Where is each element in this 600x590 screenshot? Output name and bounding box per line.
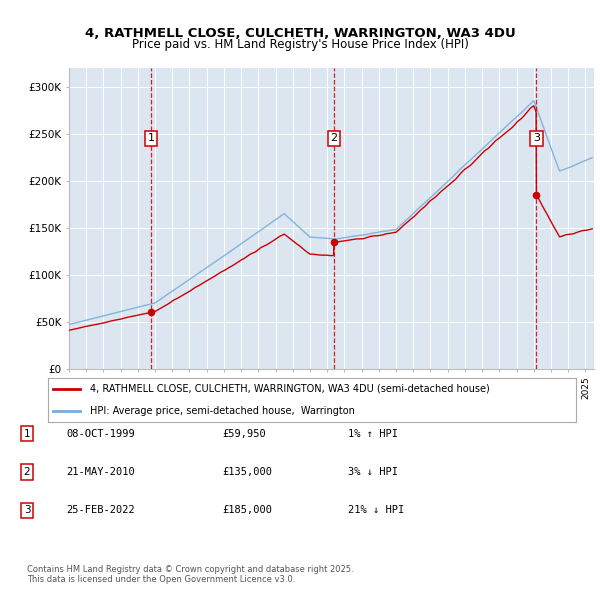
Text: Contains HM Land Registry data © Crown copyright and database right 2025.
This d: Contains HM Land Registry data © Crown c… (27, 565, 353, 584)
Text: 21% ↓ HPI: 21% ↓ HPI (348, 506, 404, 515)
Text: 25-FEB-2022: 25-FEB-2022 (66, 506, 135, 515)
Text: £185,000: £185,000 (222, 506, 272, 515)
Text: 1: 1 (23, 429, 31, 438)
Text: HPI: Average price, semi-detached house,  Warrington: HPI: Average price, semi-detached house,… (90, 406, 355, 416)
Text: 4, RATHMELL CLOSE, CULCHETH, WARRINGTON, WA3 4DU (semi-detached house): 4, RATHMELL CLOSE, CULCHETH, WARRINGTON,… (90, 384, 490, 394)
Text: 08-OCT-1999: 08-OCT-1999 (66, 429, 135, 438)
Text: 2: 2 (331, 133, 337, 143)
Text: 3% ↓ HPI: 3% ↓ HPI (348, 467, 398, 477)
Text: 21-MAY-2010: 21-MAY-2010 (66, 467, 135, 477)
Text: 2: 2 (23, 467, 31, 477)
Text: Price paid vs. HM Land Registry's House Price Index (HPI): Price paid vs. HM Land Registry's House … (131, 38, 469, 51)
Text: £135,000: £135,000 (222, 467, 272, 477)
Text: 1: 1 (148, 133, 155, 143)
Text: 1% ↑ HPI: 1% ↑ HPI (348, 429, 398, 438)
Text: £59,950: £59,950 (222, 429, 266, 438)
Text: 4, RATHMELL CLOSE, CULCHETH, WARRINGTON, WA3 4DU: 4, RATHMELL CLOSE, CULCHETH, WARRINGTON,… (85, 27, 515, 40)
Text: 3: 3 (533, 133, 540, 143)
Text: 3: 3 (23, 506, 31, 515)
